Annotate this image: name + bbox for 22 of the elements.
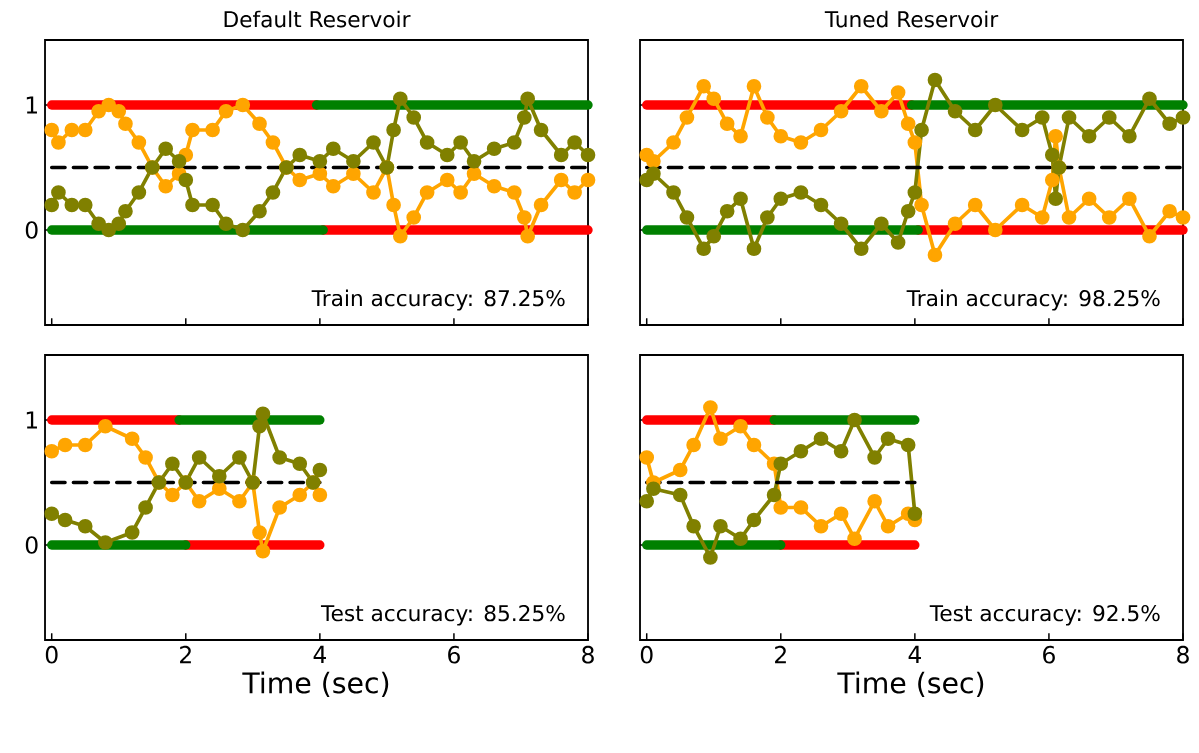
y-tick-label: 0 — [25, 536, 38, 554]
y-tick-label: 0 — [25, 221, 38, 239]
x-tick-label: 8 — [1177, 645, 1189, 664]
chart-title: Default Reservoir — [224, 10, 411, 28]
annotation: Test accuracy: 85.25% — [320, 604, 565, 626]
x-tick-label: 8 — [582, 645, 594, 664]
x-tick-label: 6 — [448, 645, 460, 664]
y-tick-label: 1 — [26, 411, 37, 429]
x-tick-label: 4 — [313, 645, 326, 663]
x-tick-label: 6 — [1043, 645, 1055, 664]
x-tick-label: 0 — [45, 645, 58, 664]
x-axis-title: Time (sec) — [242, 671, 389, 697]
x-tick-label: 2 — [180, 645, 191, 664]
annotation: Train accuracy: 98.25% — [906, 289, 1160, 311]
x-tick-label: 4 — [908, 645, 921, 663]
annotation: Test accuracy: 92.5% — [929, 604, 1160, 626]
y-tick-label: 1 — [26, 96, 37, 114]
x-tick-label: 2 — [775, 645, 786, 664]
x-tick-label: 0 — [640, 645, 653, 664]
x-axis-title: Time (sec) — [837, 671, 984, 697]
annotation: Train accuracy: 87.25% — [311, 289, 565, 311]
chart-title: Tuned Reservoir — [824, 10, 999, 28]
